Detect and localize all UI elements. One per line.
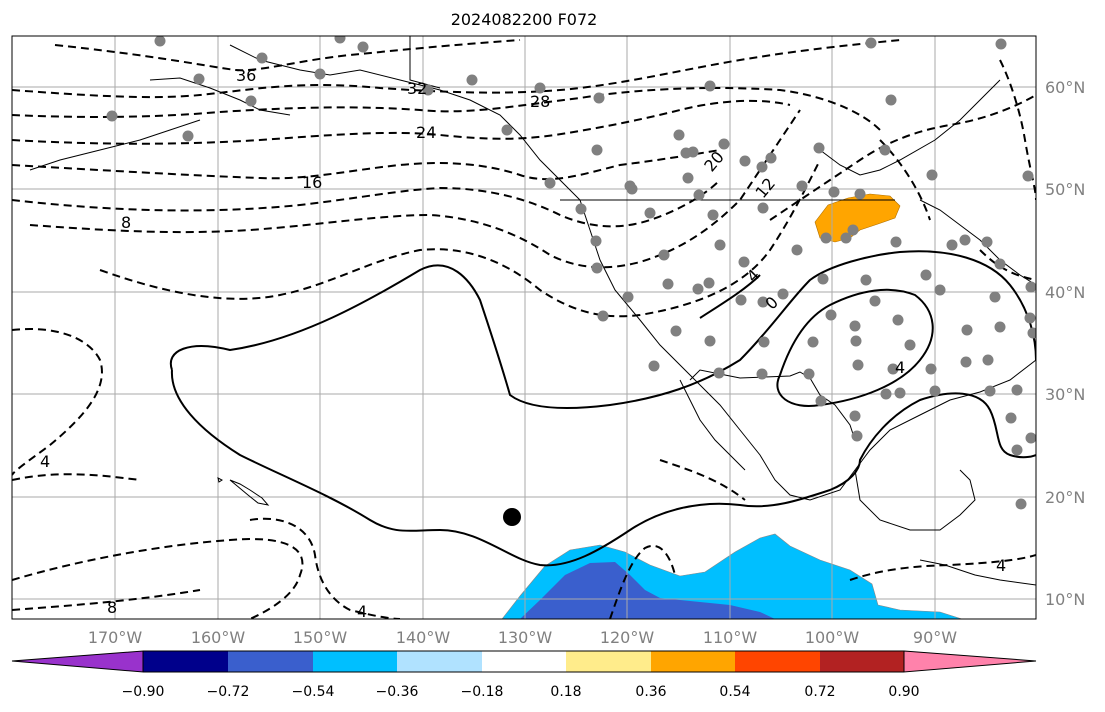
contour-label-4-south: 4 xyxy=(357,602,367,621)
lat-label-60n: 60°N xyxy=(1045,78,1085,97)
contour-label-8: 8 xyxy=(121,213,131,232)
contour-label-36: 36 xyxy=(236,66,256,85)
lon-label-160w: 160°W xyxy=(191,628,246,647)
cbar-tick-4: −0.36 xyxy=(376,684,419,700)
station-markers xyxy=(106,36,1036,510)
latitude-labels: 60°N 50°N 40°N 30°N 20°N 10°N xyxy=(1045,78,1085,609)
longitude-labels: 170°W 160°W 150°W 140°W 130°W 120°W 110°… xyxy=(88,628,957,647)
lat-label-50n: 50°N xyxy=(1045,180,1085,199)
contour-label-16: 16 xyxy=(302,173,322,192)
colorbar-segment-5 xyxy=(482,651,566,672)
lon-label-140w: 140°W xyxy=(396,628,451,647)
cbar-tick-9: 0.72 xyxy=(804,684,835,700)
lon-label-120w: 120°W xyxy=(600,628,655,647)
lon-label-130w: 130°W xyxy=(498,628,553,647)
island-outlines xyxy=(217,477,270,506)
colorbar-segment-2 xyxy=(228,651,313,672)
contour-label-8-south: 8 xyxy=(107,598,117,617)
contour-label-28: 28 xyxy=(530,92,550,111)
map-area xyxy=(12,36,1036,619)
cbar-tick-6: 0.18 xyxy=(550,684,581,700)
map-title: 2024082200 F072 xyxy=(450,10,598,29)
colorbar-min-extend xyxy=(11,650,144,673)
colorbar-segment-9 xyxy=(820,651,904,672)
focus-point-marker xyxy=(503,508,521,526)
contour-label-4-east: 4 xyxy=(996,556,1006,575)
dashed-contours xyxy=(12,39,1036,619)
graticule xyxy=(12,36,1036,619)
colorbar-segment-3 xyxy=(313,651,397,672)
contour-label-24: 24 xyxy=(416,123,436,142)
lat-label-30n: 30°N xyxy=(1045,385,1085,404)
colorbar-tick-labels: −0.90 −0.72 −0.54 −0.36 −0.18 0.18 0.36 … xyxy=(122,684,920,700)
lat-label-10n: 10°N xyxy=(1045,590,1085,609)
cbar-tick-8: 0.54 xyxy=(719,684,750,700)
colorbar-max-extend xyxy=(903,650,1037,673)
colorbar-segment-1 xyxy=(143,651,228,672)
lon-label-90w: 90°W xyxy=(913,628,957,647)
cbar-tick-3: −0.54 xyxy=(292,684,335,700)
colorbar-segment-6 xyxy=(566,651,651,672)
cbar-tick-1: −0.90 xyxy=(122,684,165,700)
lon-label-110w: 110°W xyxy=(703,628,758,647)
contour-label-4-solid: 4 xyxy=(895,358,905,377)
colorbar-segment-4 xyxy=(397,651,482,672)
positive-anomaly-patch xyxy=(814,193,901,243)
lon-label-170w: 170°W xyxy=(88,628,143,647)
lat-label-40n: 40°N xyxy=(1045,283,1085,302)
map-border xyxy=(11,35,1037,620)
cbar-tick-5: −0.18 xyxy=(461,684,504,700)
colorbar-segment-8 xyxy=(735,651,820,672)
cbar-tick-10: 0.90 xyxy=(888,684,919,700)
lat-label-20n: 20°N xyxy=(1045,488,1085,507)
cbar-tick-2: −0.72 xyxy=(207,684,250,700)
colorbar-segment-7 xyxy=(651,651,735,672)
contour-label-32: 32 xyxy=(407,79,427,98)
negative-anomaly-dark xyxy=(520,562,775,619)
lon-label-100w: 100°W xyxy=(805,628,860,647)
cbar-tick-7: 0.36 xyxy=(635,684,666,700)
lon-label-150w: 150°W xyxy=(293,628,348,647)
contour-label-4-west: 4 xyxy=(40,452,50,471)
colorbar xyxy=(11,650,1037,673)
